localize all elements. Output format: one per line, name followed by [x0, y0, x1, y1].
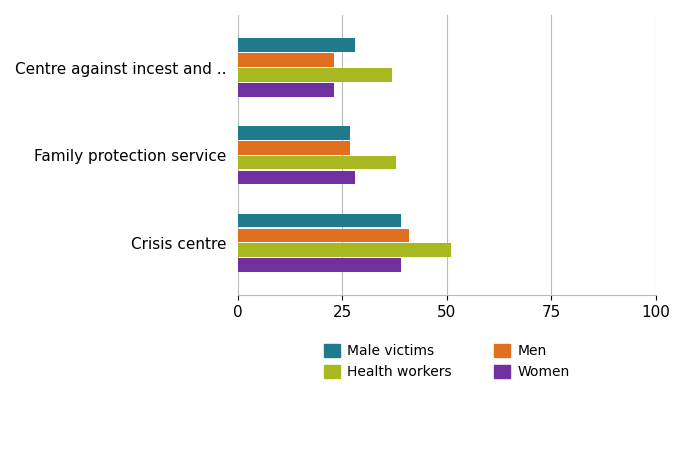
Bar: [238, 83, 334, 97]
Bar: [238, 38, 355, 52]
Bar: [238, 244, 451, 257]
Bar: [238, 53, 334, 67]
Bar: [238, 68, 393, 82]
Bar: [238, 214, 401, 228]
Legend: Male victims, Health workers, Men, Women: Male victims, Health workers, Men, Women: [318, 339, 575, 385]
Bar: [238, 126, 351, 140]
Bar: [238, 228, 409, 242]
Bar: [238, 258, 401, 272]
Bar: [238, 141, 351, 155]
Bar: [238, 156, 397, 169]
Bar: [238, 171, 355, 185]
